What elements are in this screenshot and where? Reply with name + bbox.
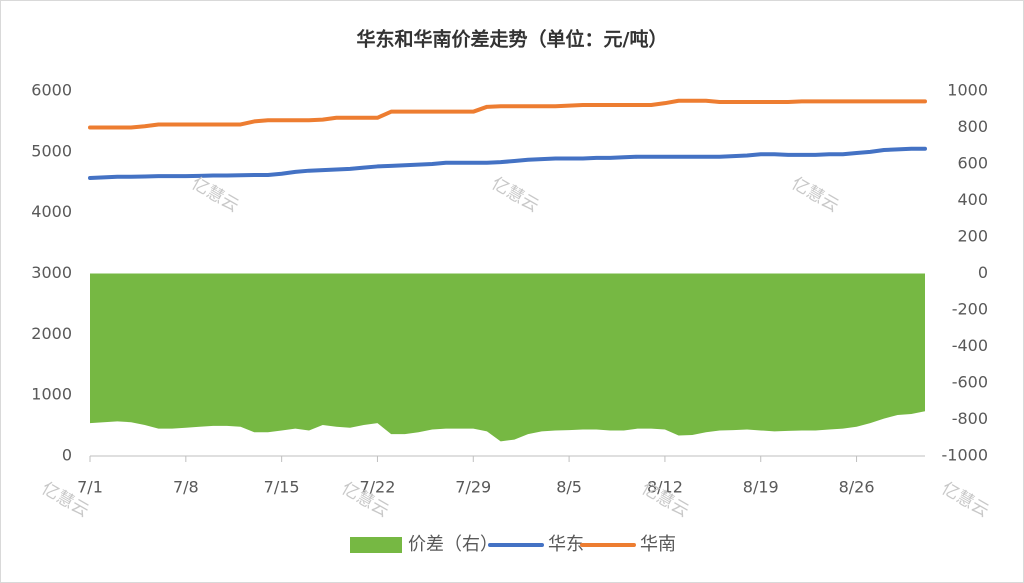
legend-item: 华南 [580, 534, 676, 555]
area [90, 273, 925, 442]
y2-tick-label: 1000 [947, 81, 988, 100]
x-tick-label: 8/5 [556, 478, 582, 497]
x-tick-label: 7/22 [359, 478, 395, 497]
y2-tick-label: 800 [957, 117, 988, 136]
y2-tick-label: -200 [952, 300, 988, 319]
y-tick-label: 5000 [31, 141, 72, 160]
x-tick-label: 7/29 [455, 478, 491, 497]
x-tick-label: 8/19 [743, 478, 779, 497]
y2-tick-label: -600 [952, 373, 988, 392]
y-tick-label: 3000 [31, 263, 72, 282]
chart-title: 华东和华南价差走势（单位：元/吨） [357, 28, 668, 51]
legend-label: 华东 [548, 534, 584, 555]
x-tick-label: 7/1 [77, 478, 103, 497]
y2-tick-label: 200 [957, 227, 988, 246]
x-tick-label: 7/15 [264, 478, 300, 497]
legend-label: 价差（右） [408, 534, 498, 555]
legend-swatch [350, 537, 402, 553]
y-tick-label: 1000 [31, 385, 72, 404]
legend-item: 华东 [488, 534, 584, 555]
legend-item: 价差（右） [350, 534, 498, 555]
line [88, 146, 927, 180]
y2-tick-label: -800 [952, 409, 988, 428]
y2-tick-label: 600 [957, 154, 988, 173]
x-tick-label: 8/12 [647, 478, 683, 497]
y2-tick-label: -1000 [942, 446, 989, 465]
y-tick-label: 2000 [31, 324, 72, 343]
legend-label: 华南 [640, 534, 676, 555]
y-tick-label: 6000 [31, 81, 72, 100]
y2-tick-label: 400 [957, 190, 988, 209]
y-tick-label: 0 [62, 446, 72, 465]
x-tick-label: 7/8 [173, 478, 199, 497]
x-tick-label: 8/26 [839, 478, 875, 497]
y2-tick-label: 0 [978, 263, 988, 282]
y2-tick-label: -400 [952, 336, 988, 355]
line [88, 98, 927, 130]
y-tick-label: 4000 [31, 202, 72, 221]
